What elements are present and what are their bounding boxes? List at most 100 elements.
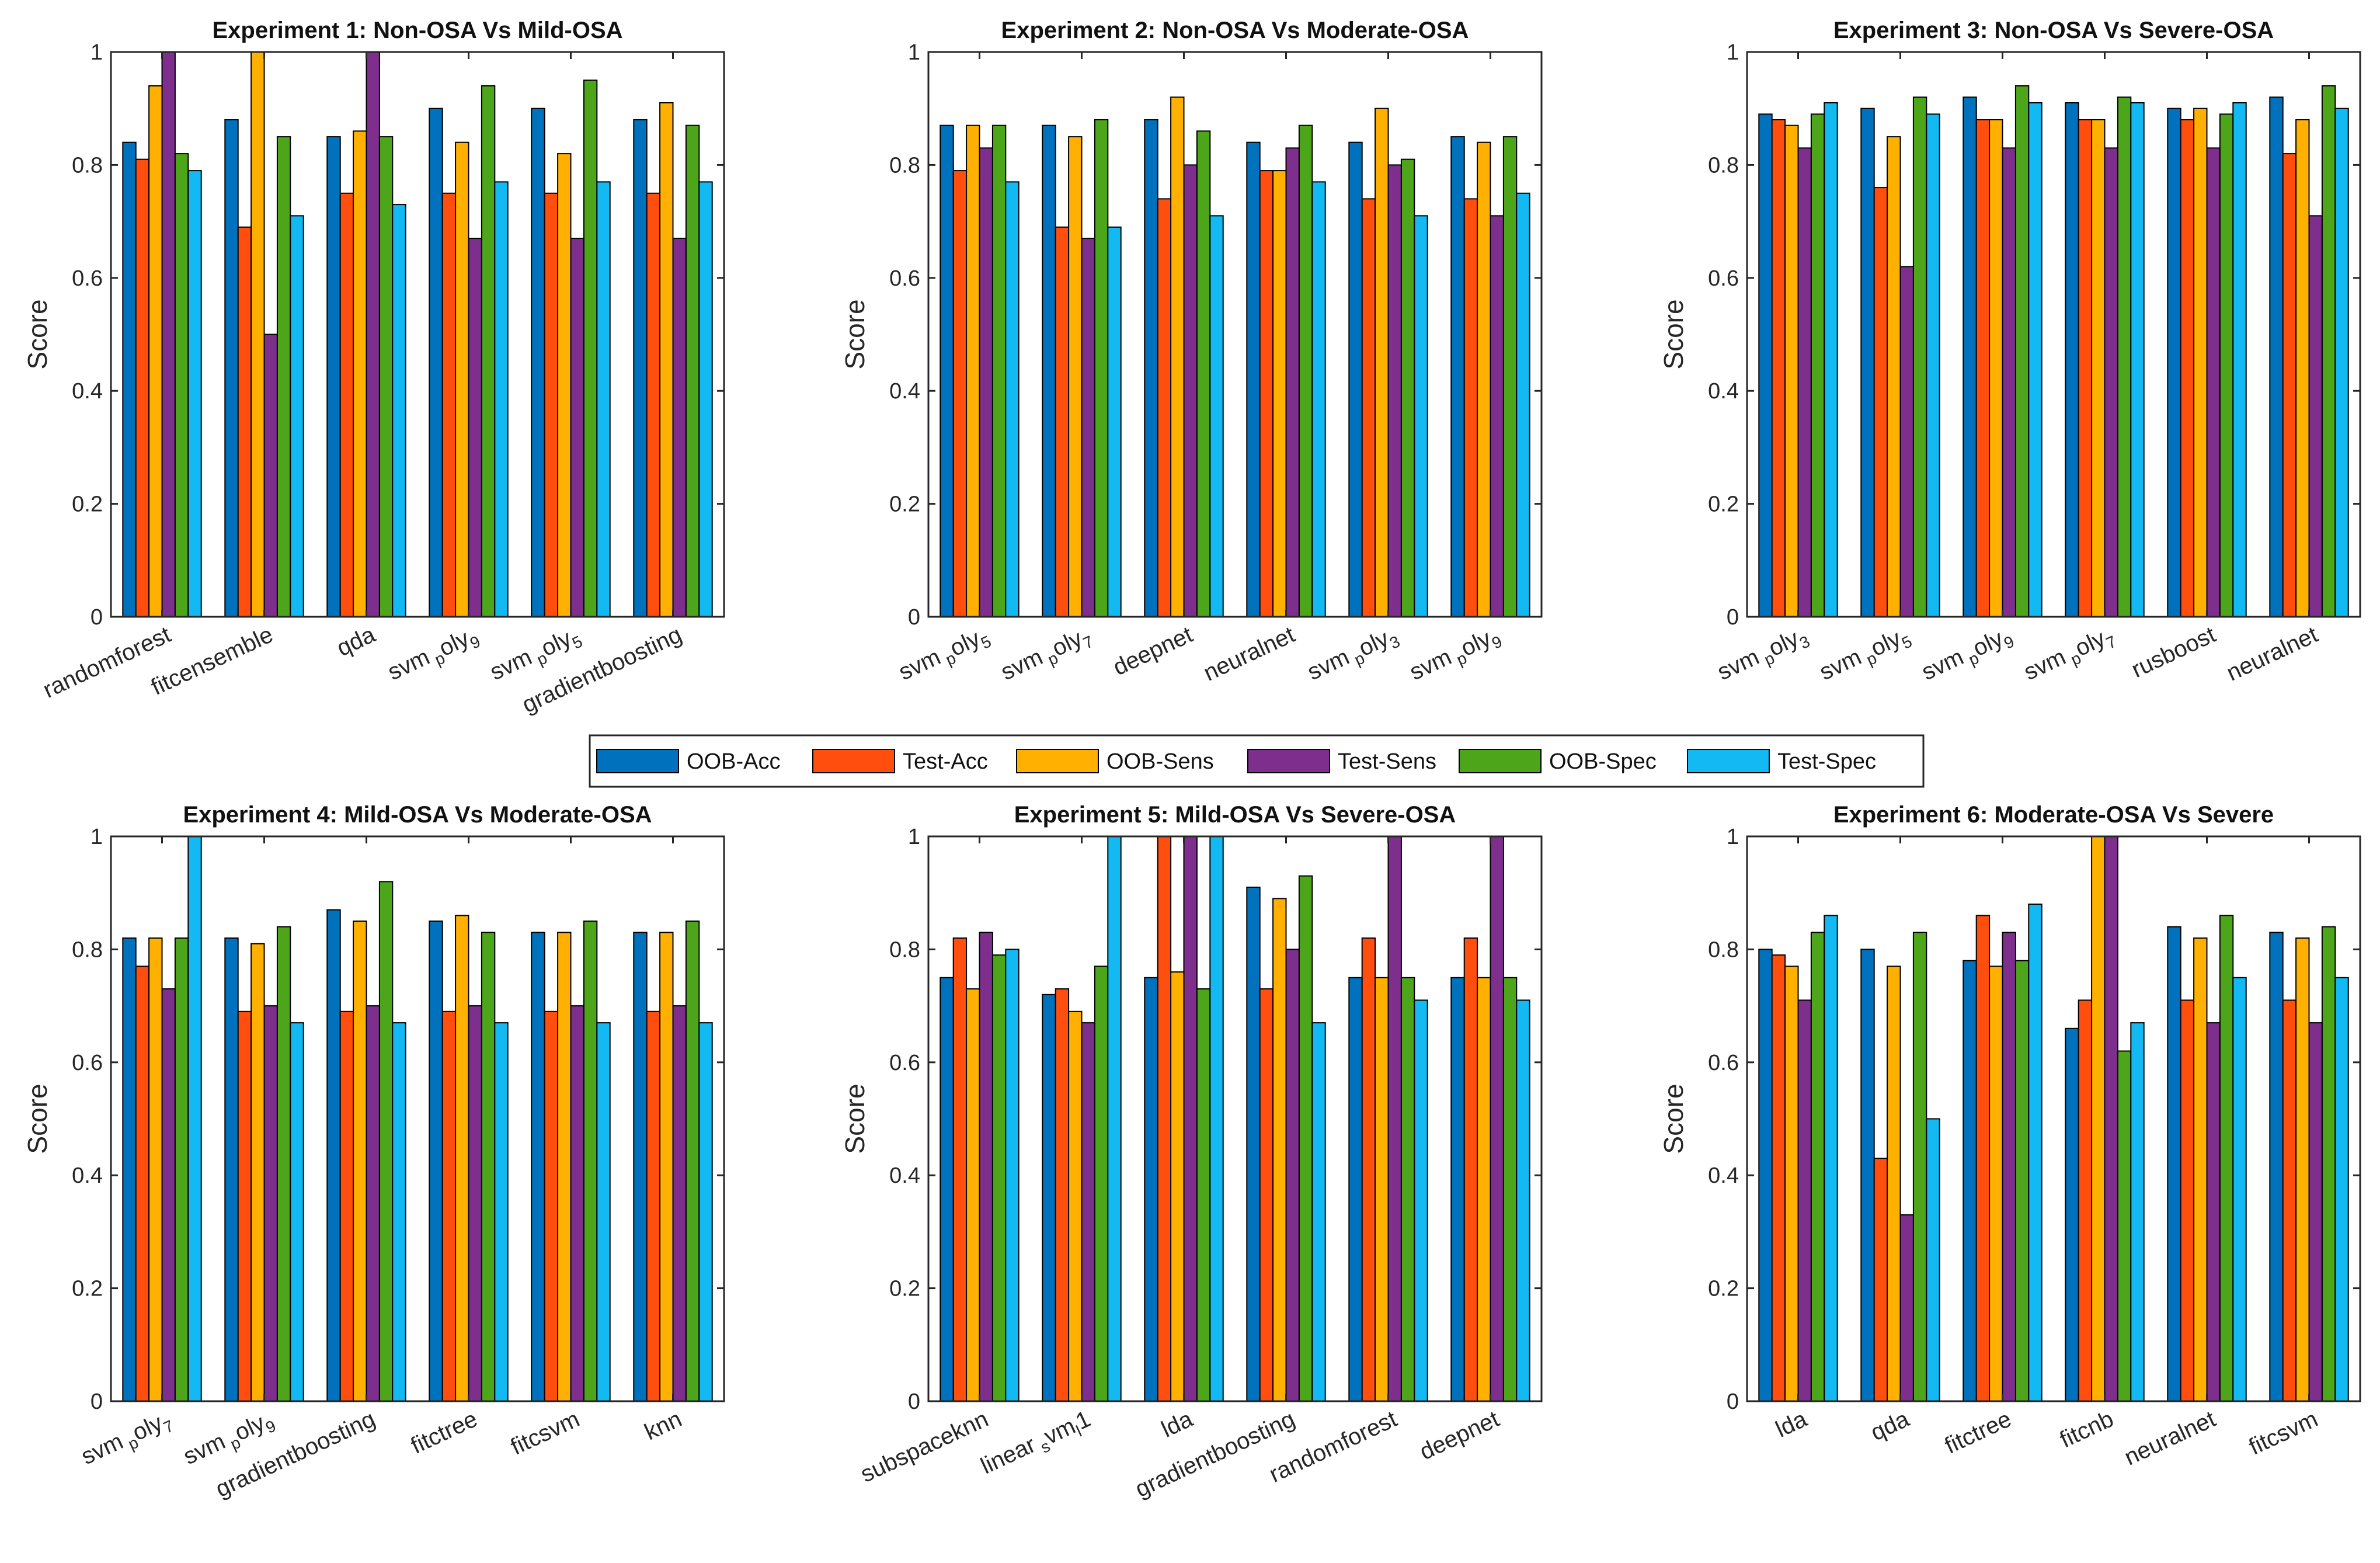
y-tick-label: 1: [1727, 825, 1739, 849]
bar-oob-spec-fitcsvm: [2321, 926, 2336, 1402]
bar-oob-spec-subspaceknn: [991, 954, 1007, 1402]
x-tick-label-svm_poly_9: svmpoly9: [384, 621, 483, 689]
y-tick-label: 0.2: [1708, 492, 1739, 517]
legend-swatch-oob-spec: [1459, 749, 1542, 773]
bar-oob-sens-fitcsvm: [2295, 937, 2310, 1402]
bar-oob-acc-fitcensemble: [224, 119, 239, 617]
y-tick-label: 0.4: [72, 1163, 103, 1188]
x-tick-label-base: svm: [1303, 644, 1353, 685]
axes-frame: [1746, 51, 2361, 618]
x-tick-label-base: svm: [997, 644, 1046, 685]
x-tick-label-base: svm: [486, 644, 535, 685]
x-tick-label-svm_poly_7: svmpoly7: [77, 1406, 176, 1473]
y-tick-label: 0.6: [72, 266, 103, 291]
legend-swatch-oob-acc: [596, 749, 679, 773]
bar-test-acc-lda: [1771, 954, 1786, 1402]
x-tick-label-neuralnet: neuralnet: [2223, 621, 2322, 686]
y-axis-label: Score: [22, 1083, 53, 1154]
bar-test-acc-svm_poly_3: [1771, 119, 1786, 617]
bar-test-sens-qda: [1899, 1214, 1914, 1402]
bar-oob-spec-gradientboosting: [685, 124, 700, 617]
bar-test-sens-svm_poly_5: [570, 238, 584, 618]
legend-label-test-sens: Test-Sens: [1338, 749, 1436, 774]
bar-oob-sens-fitcsvm: [557, 932, 572, 1402]
bar-oob-acc-svm_poly_3: [1348, 141, 1363, 617]
bar-oob-spec-neuralnet: [1298, 124, 1313, 617]
legend-label-test-spec: Test-Spec: [1777, 749, 1876, 774]
bar-test-spec-qda: [392, 204, 406, 618]
bar-oob-acc-knn: [633, 932, 648, 1402]
bar-test-acc-svm_poly_5: [544, 192, 559, 618]
bar-test-acc-gradientboosting: [1259, 988, 1274, 1402]
bar-oob-acc-lda: [1144, 977, 1158, 1402]
y-tick-label: 0.4: [889, 1163, 920, 1188]
bar-oob-acc-svm_poly_9: [224, 937, 239, 1402]
bar-test-sens-fitcsvm: [2308, 1022, 2323, 1402]
bar-test-spec-svm_poly_5: [1005, 181, 1019, 617]
bar-test-acc-neuralnet: [2282, 153, 2297, 618]
bar-test-sens-gradientboosting: [672, 238, 687, 618]
bar-oob-spec-rusboost: [2219, 113, 2234, 617]
bar-oob-sens-svm_poly_3: [1784, 124, 1799, 617]
x-tick-label-neuralnet: neuralnet: [1200, 621, 1299, 686]
bar-test-acc-fitcnb: [2078, 999, 2093, 1402]
bar-oob-acc-linear_svm_l1: [1042, 994, 1056, 1402]
bar-oob-sens-fitctree: [1989, 965, 2003, 1402]
axes-frame: [927, 51, 1543, 618]
bar-test-spec-lda: [1209, 836, 1224, 1402]
bar-oob-acc-rusboost: [2167, 107, 2181, 617]
y-axis-label: Score: [22, 299, 53, 369]
bar-test-sens-randomforest: [161, 51, 176, 617]
bar-oob-spec-knn: [685, 921, 700, 1402]
bar-test-sens-lda: [1797, 999, 1812, 1402]
plot-area: [111, 836, 724, 1401]
bar-oob-spec-svm_poly_7: [1094, 119, 1109, 617]
y-tick-label: 0.2: [72, 1277, 103, 1301]
bar-test-acc-neuralnet: [2180, 999, 2195, 1402]
x-tick-label-base: svm: [384, 644, 433, 685]
bar-test-spec-fitcensemble: [290, 215, 304, 617]
chart-title: Experiment 6: Moderate-OSA Vs Severe: [1833, 802, 2274, 828]
x-tick-label-svm_poly_7: svmpoly7: [997, 621, 1096, 689]
bar-test-sens-fitcsvm: [570, 1005, 584, 1402]
bar-oob-acc-svm_poly_3: [1758, 113, 1773, 617]
bar-test-spec-lda: [1824, 915, 1838, 1402]
bar-oob-spec-neuralnet: [2219, 915, 2234, 1402]
bar-oob-acc-qda: [326, 136, 341, 618]
bar-test-sens-gradientboosting: [366, 1005, 380, 1402]
bar-test-sens-svm_poly_9: [1490, 215, 1504, 617]
y-tick-label: 0.6: [72, 1051, 103, 1075]
bar-test-spec-gradientboosting: [1311, 1022, 1326, 1402]
x-tick-label-base: svm: [1918, 644, 1967, 685]
bar-oob-acc-fitcnb: [2065, 1027, 2079, 1402]
axes-frame: [927, 835, 1543, 1402]
bar-oob-spec-fitctree: [481, 932, 496, 1402]
bar-test-sens-rusboost: [2206, 147, 2221, 617]
bar-oob-spec-svm_poly_9: [1502, 136, 1518, 618]
bar-oob-acc-randomforest: [1348, 977, 1363, 1402]
bar-oob-acc-svm_poly_5: [940, 124, 954, 617]
bar-oob-spec-svm_poly_9: [481, 85, 496, 617]
y-axis-label: Score: [840, 299, 870, 369]
y-tick-label: 0.6: [889, 266, 920, 291]
x-tick-label-base: fitctree: [407, 1406, 481, 1459]
bar-oob-acc-svm_poly_9: [1963, 96, 1977, 617]
bar-oob-sens-svm_poly_7: [2091, 119, 2106, 617]
bar-oob-acc-neuralnet: [2167, 926, 2181, 1402]
bar-test-spec-svm_poly_9: [2028, 102, 2043, 617]
y-tick-label: 0.2: [889, 492, 920, 517]
bar-test-acc-randomforest: [135, 158, 150, 617]
bar-test-sens-svm_poly_3: [1797, 147, 1812, 617]
x-tick-label-svm_poly_3: svmpoly3: [1303, 621, 1403, 689]
bar-test-sens-qda: [366, 51, 380, 617]
bar-test-sens-fitcnb: [2104, 836, 2118, 1402]
bar-test-acc-neuralnet: [1259, 170, 1274, 618]
y-axis-label: Score: [1658, 1083, 1689, 1154]
bar-oob-acc-svm_poly_5: [1860, 107, 1875, 617]
y-tick-label: 0: [91, 1390, 103, 1414]
bar-oob-acc-fitctree: [429, 921, 443, 1402]
y-tick-label: 1: [91, 825, 103, 849]
bar-oob-spec-svm_poly_3: [1400, 158, 1415, 617]
plot-area: [111, 52, 724, 617]
x-tick-label-base: svm: [895, 644, 944, 685]
